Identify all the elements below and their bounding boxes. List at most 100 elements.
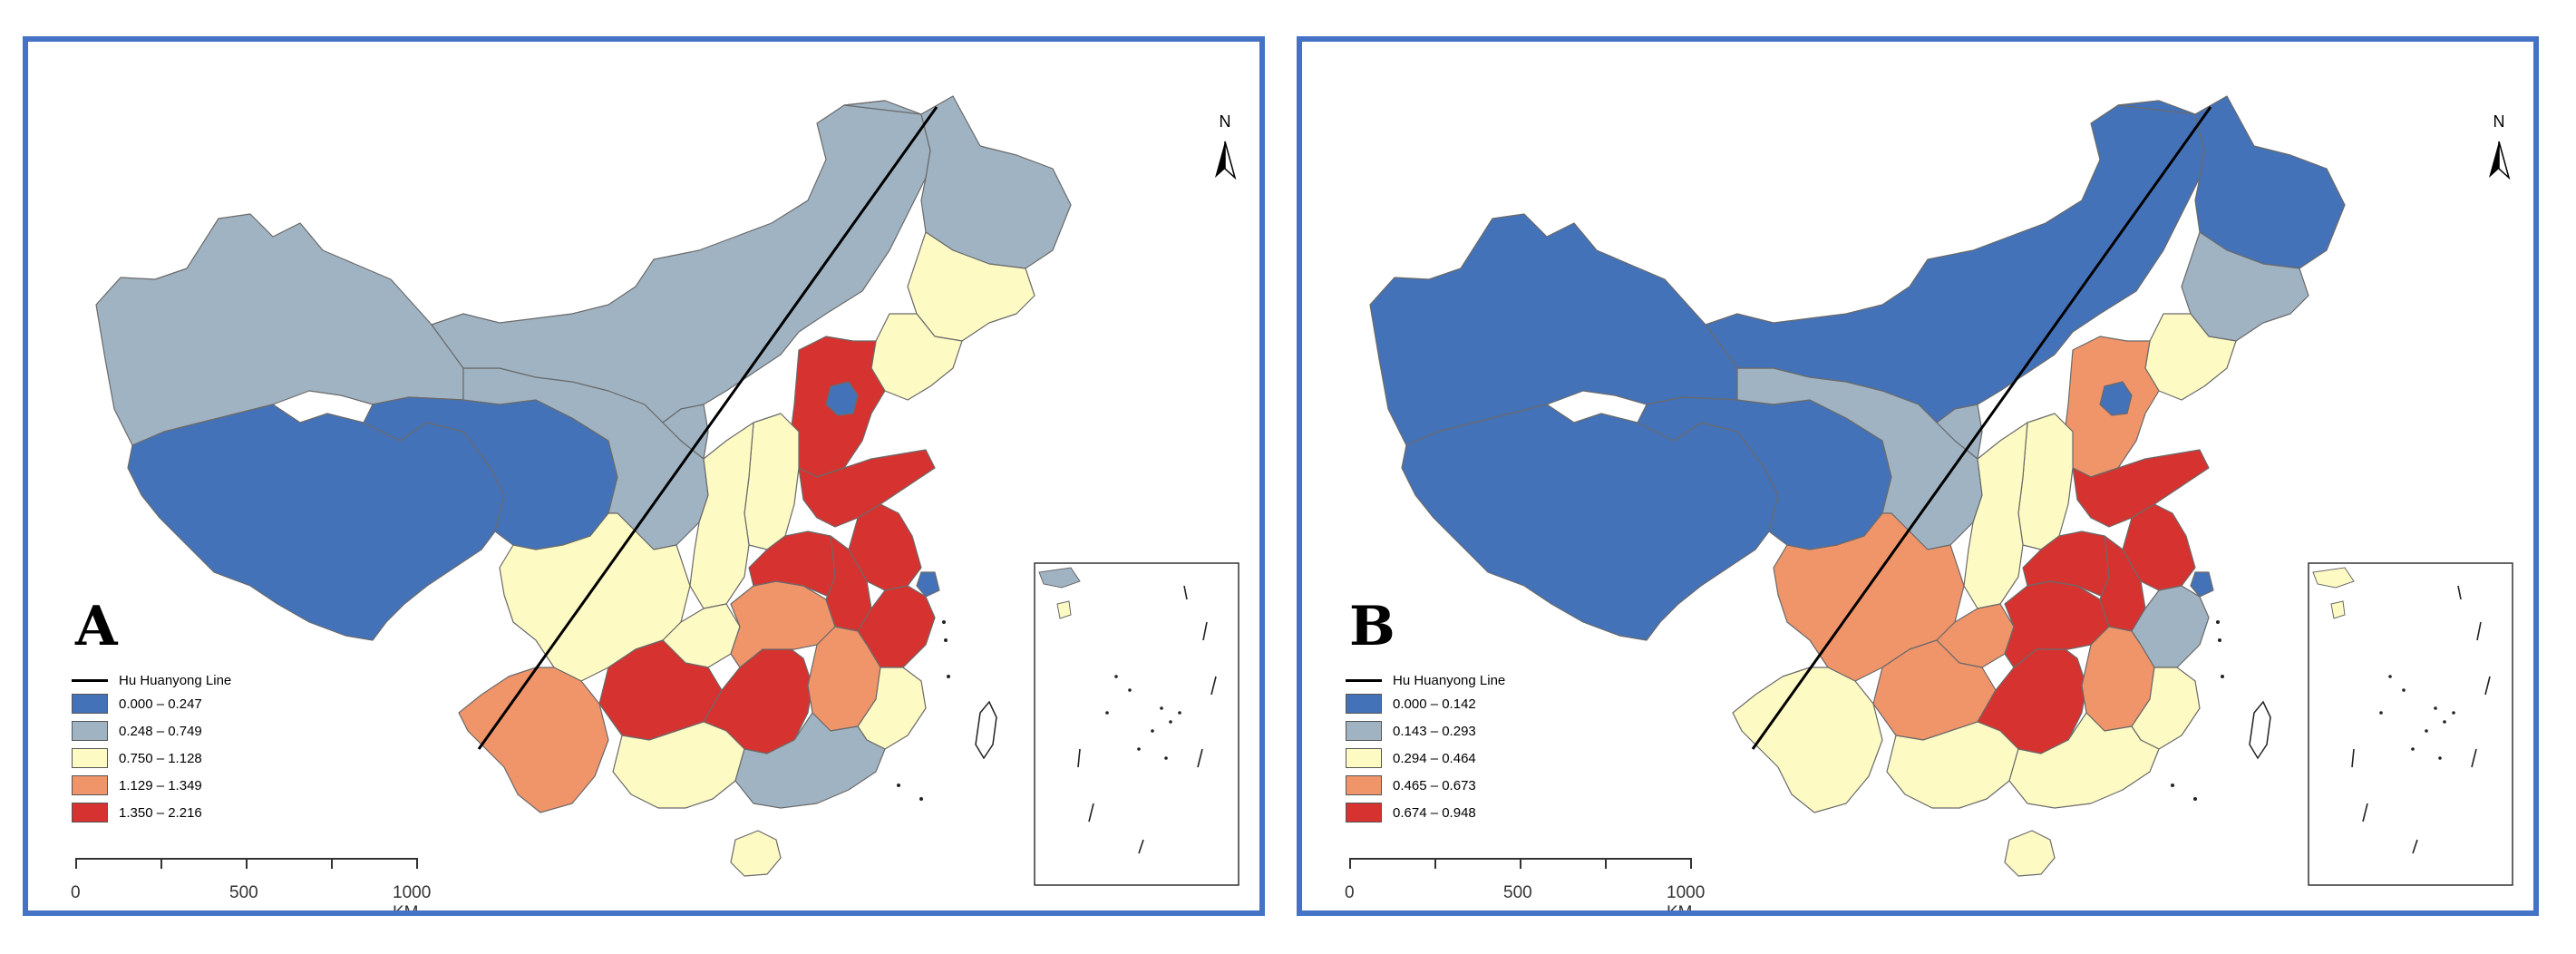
inset-dash xyxy=(1197,748,1203,768)
south-china-sea-inset xyxy=(1034,562,1239,886)
scale-bar: 0 500 1000 KM xyxy=(71,858,438,910)
province-shaanxi xyxy=(1963,422,2028,609)
north-arrow-icon xyxy=(1215,141,1225,178)
inset-mainland xyxy=(1038,567,1081,589)
province-beijing xyxy=(825,381,859,416)
legend-class: 0.465 – 0.673 xyxy=(1346,772,1505,799)
inset-hainan xyxy=(2330,600,2346,619)
legend-line-symbol xyxy=(1346,678,1382,682)
province-shanghai xyxy=(2190,571,2214,598)
legend-hu-line-label: Hu Huanyong Line xyxy=(1393,672,1506,688)
legend-swatch xyxy=(1346,721,1382,741)
legend-hu-line: Hu Huanyong Line xyxy=(1346,670,1505,690)
province-heilongjiang xyxy=(2117,95,2346,269)
province-jilin xyxy=(2181,231,2309,342)
legend-class: 0.674 – 0.948 xyxy=(1346,799,1505,826)
inset-hainan xyxy=(1056,600,1072,619)
province-guangdong xyxy=(734,712,886,809)
inset-dash xyxy=(2457,585,2462,600)
scale-tick xyxy=(1605,858,1607,869)
scale-label-0: 0 xyxy=(71,883,81,902)
north-label-text: N xyxy=(1219,112,1231,131)
inset-island xyxy=(1164,756,1168,760)
legend-class: 0.248 – 0.749 xyxy=(72,717,231,745)
legend-class: 0.000 – 0.247 xyxy=(72,690,231,717)
scale-tick xyxy=(1434,858,1436,869)
inset-dash xyxy=(1183,585,1188,600)
inset-island xyxy=(1169,720,1172,724)
province-yunnan xyxy=(458,667,609,813)
panel-label: A xyxy=(75,595,118,658)
legend-swatch xyxy=(72,721,108,741)
inset-island xyxy=(1178,711,1181,715)
legend-class: 1.129 – 1.349 xyxy=(72,772,231,799)
hu-huanyong-line xyxy=(1751,106,2212,750)
north-label-text: N xyxy=(2493,112,2505,131)
scale-tick xyxy=(1349,858,1351,869)
inset-island xyxy=(2434,706,2437,710)
scale-label-1000: 1000 KM xyxy=(393,883,432,916)
legend-class: 0.000 – 0.142 xyxy=(1346,690,1505,717)
legend-class-label: 0.294 – 0.464 xyxy=(1393,750,1476,766)
legend-class-label: 0.674 – 0.948 xyxy=(1393,804,1476,821)
legend-swatch xyxy=(1346,748,1382,768)
province-guangdong xyxy=(2008,712,2160,809)
inset-dash xyxy=(2484,676,2491,696)
legend-swatch xyxy=(1346,803,1382,823)
legend-class-label: 0.000 – 0.142 xyxy=(1393,696,1476,712)
legend-line-symbol xyxy=(72,678,108,682)
province-jiangsu xyxy=(848,503,922,591)
island-dot xyxy=(947,675,950,678)
island-dot xyxy=(2193,797,2197,801)
legend-swatch xyxy=(72,803,108,823)
island-dot xyxy=(919,797,923,801)
island-dot xyxy=(2218,638,2221,642)
inset-island xyxy=(2452,711,2455,715)
province-shandong xyxy=(2072,449,2210,528)
scale-tick xyxy=(416,858,418,869)
legend-class-label: 1.350 – 2.216 xyxy=(119,804,202,821)
legend-class: 1.350 – 2.216 xyxy=(72,799,231,826)
legend-class-label: 0.750 – 1.128 xyxy=(119,750,202,766)
island-dot xyxy=(897,784,900,787)
legend-swatch xyxy=(72,748,108,768)
legend-class-label: 0.248 – 0.749 xyxy=(119,723,202,739)
inset-island xyxy=(1105,711,1109,715)
inset-island xyxy=(1160,706,1163,710)
scale-label-0: 0 xyxy=(1345,883,1355,902)
province-inner-mongolia xyxy=(1705,100,2205,423)
inset-dash xyxy=(2351,748,2355,768)
scale-tick xyxy=(331,858,333,869)
province-hainan xyxy=(730,830,782,877)
legend-class-label: 1.129 – 1.349 xyxy=(119,777,202,793)
inset-dash xyxy=(2362,803,2368,823)
inset-island xyxy=(1151,729,1154,733)
inset-island xyxy=(2411,747,2415,751)
north-arrow-icon xyxy=(2489,141,2499,178)
island-dot xyxy=(944,638,948,642)
inset-dash xyxy=(2476,621,2482,641)
inset-island xyxy=(2402,688,2406,692)
inset-island xyxy=(2388,675,2392,678)
province-shaanxi xyxy=(689,422,754,609)
scale-bar: 0 500 1000 KM xyxy=(1345,858,1712,910)
inset-dash xyxy=(2471,748,2477,768)
legend-swatch xyxy=(1346,775,1382,795)
inset-dash xyxy=(1210,676,1217,696)
island-dot xyxy=(942,620,946,624)
scale-label-1000: 1000 KM xyxy=(1667,883,1706,916)
scale-tick xyxy=(75,858,77,869)
legend: Hu Huanyong Line 0.000 – 0.247 0.248 – 0.7… xyxy=(72,670,231,826)
legend-hu-line-label: Hu Huanyong Line xyxy=(119,672,232,688)
legend-swatch xyxy=(1346,694,1382,714)
south-china-sea-inset xyxy=(2308,562,2513,886)
taiwan-outline xyxy=(975,700,997,760)
province-yunnan xyxy=(1732,667,1883,813)
inset-dash xyxy=(2412,839,2418,854)
province-tibet xyxy=(127,404,505,641)
north-label: N xyxy=(1210,112,1240,131)
province-tibet xyxy=(1401,404,1779,641)
province-shanghai xyxy=(916,571,940,598)
inset-dash xyxy=(1077,748,1081,768)
inset-mainland xyxy=(2312,567,2355,589)
